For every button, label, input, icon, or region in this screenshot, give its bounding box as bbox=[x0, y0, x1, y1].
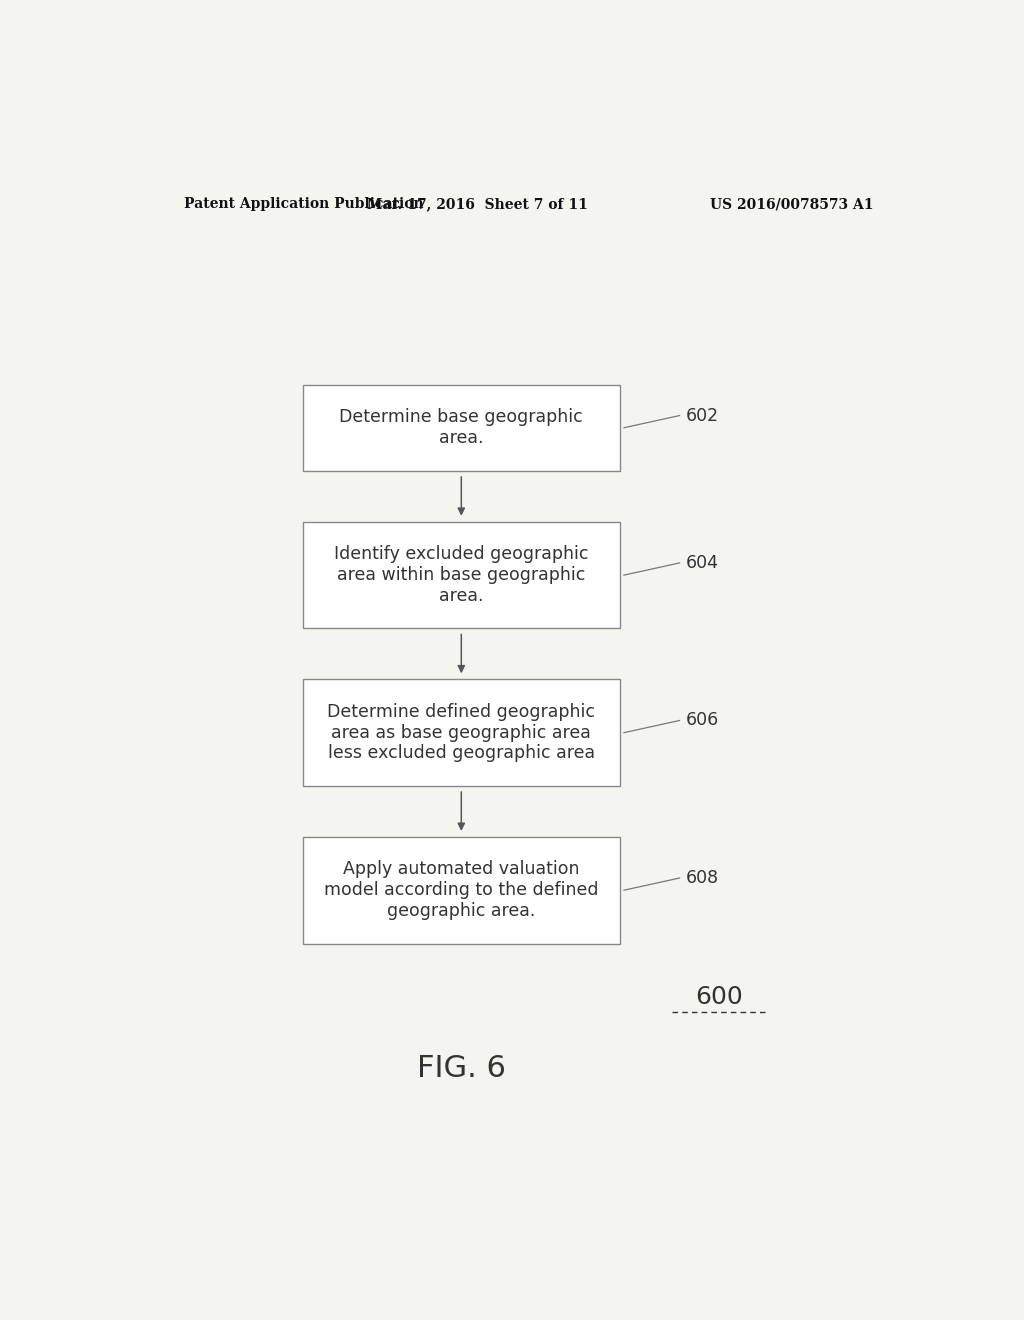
Text: 602: 602 bbox=[686, 407, 719, 425]
Text: Mar. 17, 2016  Sheet 7 of 11: Mar. 17, 2016 Sheet 7 of 11 bbox=[367, 197, 588, 211]
Text: 608: 608 bbox=[686, 869, 719, 887]
Bar bbox=[303, 384, 621, 471]
Text: Apply automated valuation
model according to the defined
geographic area.: Apply automated valuation model accordin… bbox=[324, 861, 599, 920]
Bar bbox=[303, 521, 621, 628]
Text: 600: 600 bbox=[695, 985, 743, 1008]
Text: 606: 606 bbox=[686, 711, 719, 730]
Bar bbox=[303, 837, 621, 944]
Text: FIG. 6: FIG. 6 bbox=[417, 1053, 506, 1082]
Text: Determine base geographic
area.: Determine base geographic area. bbox=[339, 408, 584, 447]
Text: Determine defined geographic
area as base geographic area
less excluded geograph: Determine defined geographic area as bas… bbox=[328, 702, 595, 763]
Text: Identify excluded geographic
area within base geographic
area.: Identify excluded geographic area within… bbox=[334, 545, 589, 605]
Text: US 2016/0078573 A1: US 2016/0078573 A1 bbox=[711, 197, 873, 211]
Text: 604: 604 bbox=[686, 554, 719, 572]
Text: Patent Application Publication: Patent Application Publication bbox=[183, 197, 423, 211]
Bar bbox=[303, 680, 621, 785]
